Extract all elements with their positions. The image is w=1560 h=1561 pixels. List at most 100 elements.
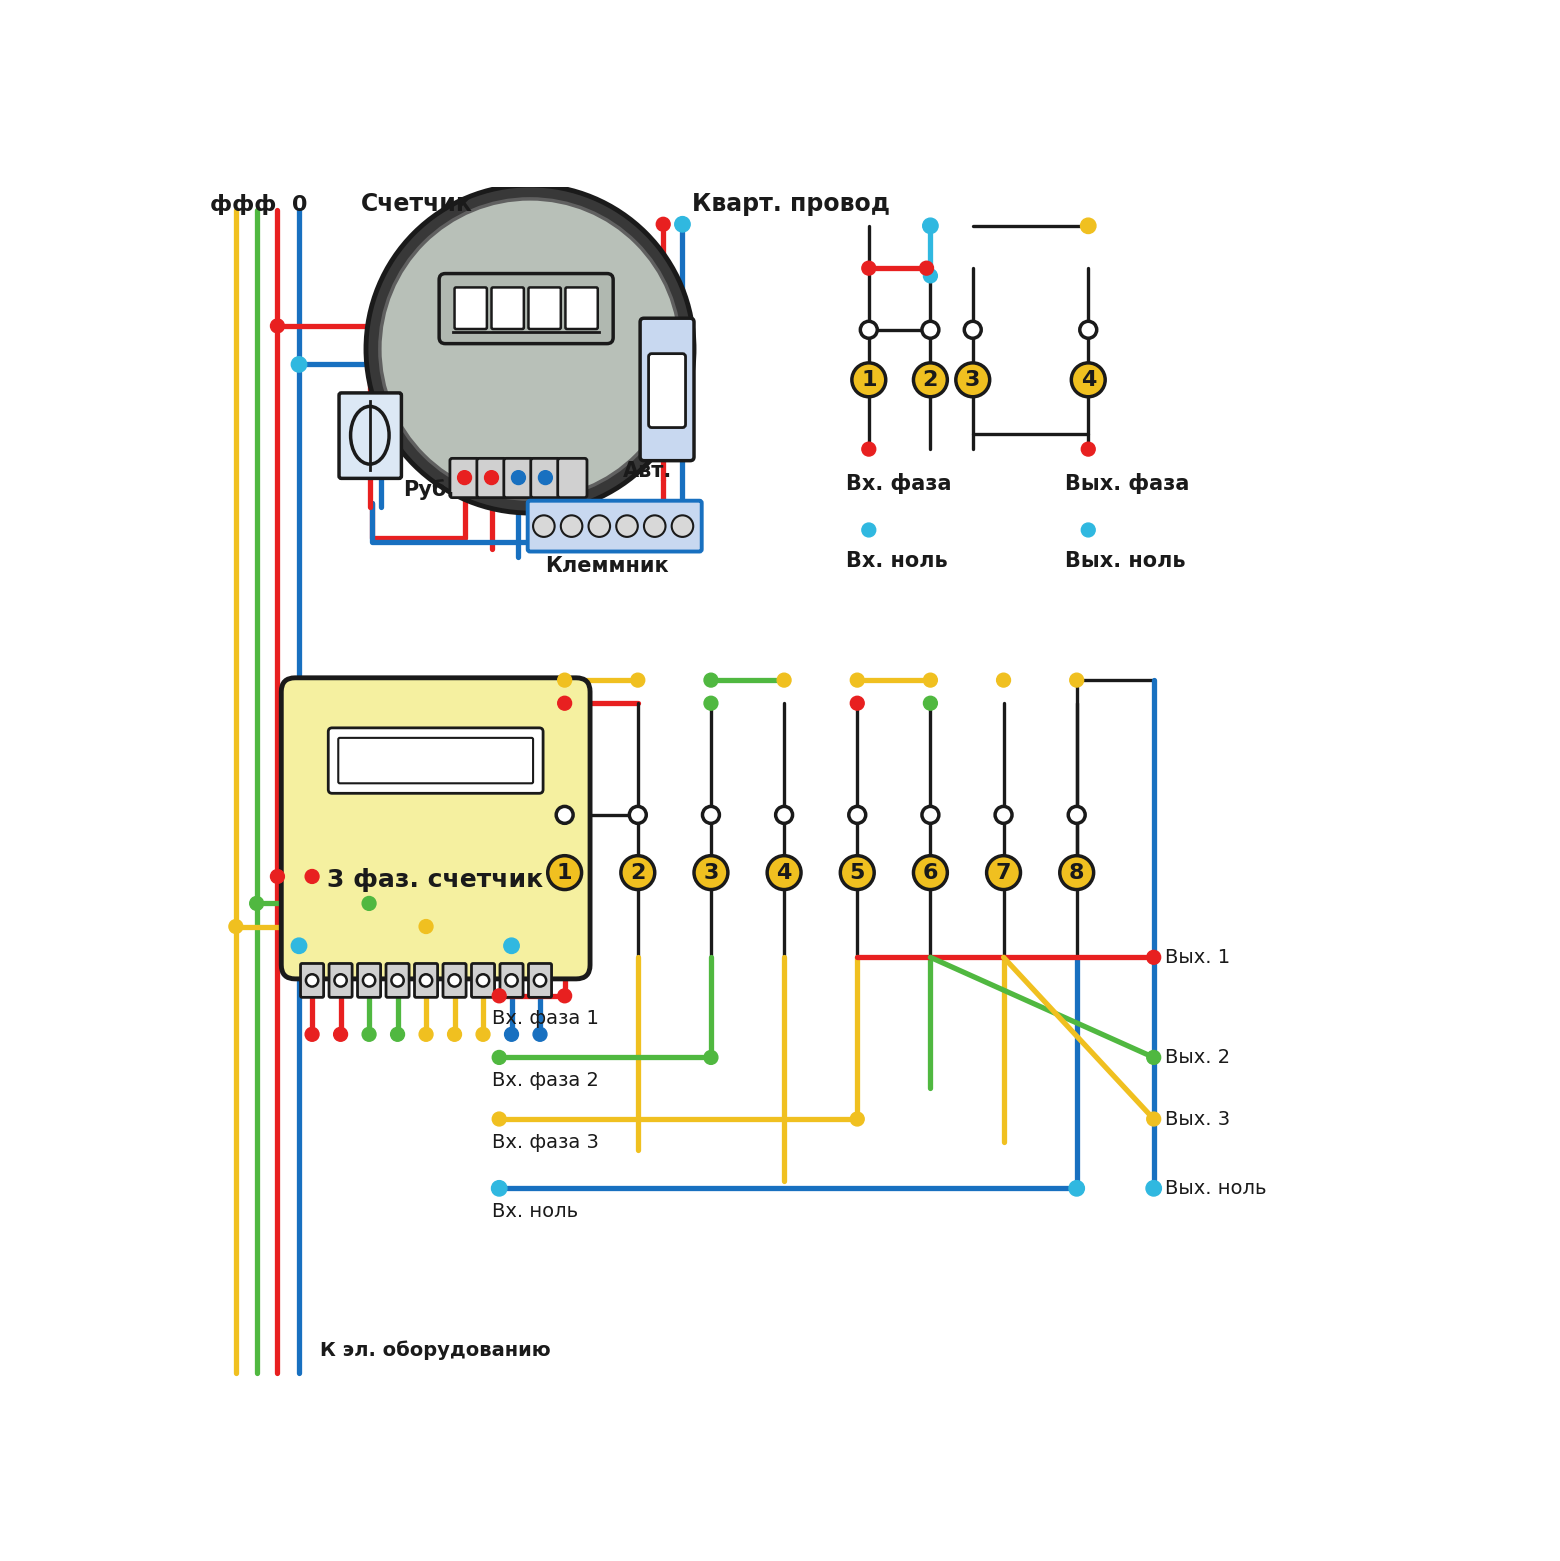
Circle shape — [964, 322, 981, 339]
Text: Вх. фаза: Вх. фаза — [846, 473, 952, 495]
FancyBboxPatch shape — [449, 459, 479, 498]
Circle shape — [841, 855, 874, 890]
Text: 1: 1 — [557, 863, 573, 882]
Circle shape — [702, 807, 719, 823]
FancyBboxPatch shape — [443, 963, 466, 997]
Circle shape — [560, 515, 582, 537]
Text: 4: 4 — [777, 863, 792, 882]
Circle shape — [477, 974, 490, 987]
FancyBboxPatch shape — [440, 273, 613, 343]
Circle shape — [250, 896, 264, 910]
Circle shape — [504, 938, 519, 954]
Text: Вх. ноль: Вх. ноль — [491, 1202, 577, 1221]
Circle shape — [616, 515, 638, 537]
Circle shape — [1059, 855, 1094, 890]
Text: ффф  0: ффф 0 — [209, 194, 307, 215]
Circle shape — [924, 673, 938, 687]
FancyBboxPatch shape — [471, 963, 495, 997]
Circle shape — [861, 442, 875, 456]
Text: 5: 5 — [850, 863, 864, 882]
Text: 2: 2 — [630, 863, 646, 882]
Circle shape — [644, 515, 666, 537]
FancyBboxPatch shape — [558, 459, 587, 498]
FancyBboxPatch shape — [477, 459, 505, 498]
Circle shape — [1069, 807, 1086, 823]
Circle shape — [704, 1051, 718, 1065]
Circle shape — [986, 855, 1020, 890]
Circle shape — [956, 362, 989, 396]
Circle shape — [861, 261, 875, 275]
Circle shape — [270, 869, 284, 884]
Circle shape — [924, 268, 938, 283]
Circle shape — [390, 1027, 404, 1041]
Circle shape — [558, 988, 571, 1002]
Circle shape — [850, 673, 864, 687]
Text: 6: 6 — [922, 863, 938, 882]
FancyBboxPatch shape — [329, 963, 353, 997]
Circle shape — [1081, 442, 1095, 456]
Text: Счетчик: Счетчик — [360, 192, 473, 217]
Circle shape — [558, 696, 571, 710]
Text: 3: 3 — [704, 863, 719, 882]
Circle shape — [849, 807, 866, 823]
FancyBboxPatch shape — [649, 354, 685, 428]
Circle shape — [922, 322, 939, 339]
Circle shape — [852, 362, 886, 396]
Text: Вх. фаза 1: Вх. фаза 1 — [491, 1010, 599, 1029]
FancyBboxPatch shape — [527, 501, 702, 551]
Circle shape — [629, 807, 646, 823]
Text: Вх. фаза 2: Вх. фаза 2 — [491, 1071, 599, 1090]
Circle shape — [270, 318, 284, 332]
Circle shape — [1147, 1180, 1161, 1196]
Circle shape — [491, 1180, 507, 1196]
Circle shape — [914, 855, 947, 890]
Circle shape — [448, 1027, 462, 1041]
Circle shape — [621, 855, 655, 890]
Circle shape — [534, 1027, 548, 1041]
Text: Вых. 1: Вых. 1 — [1165, 948, 1231, 966]
Circle shape — [379, 198, 680, 500]
Circle shape — [558, 673, 571, 687]
Text: Кварт. провод: Кварт. провод — [691, 192, 889, 217]
Circle shape — [672, 515, 693, 537]
Circle shape — [1080, 322, 1097, 339]
Circle shape — [476, 1027, 490, 1041]
Circle shape — [292, 357, 307, 372]
Circle shape — [420, 919, 434, 933]
Circle shape — [922, 219, 938, 234]
Circle shape — [997, 673, 1011, 687]
FancyBboxPatch shape — [529, 287, 560, 329]
Text: 1: 1 — [861, 370, 877, 390]
FancyBboxPatch shape — [565, 287, 597, 329]
Circle shape — [919, 261, 933, 275]
Circle shape — [493, 1111, 505, 1125]
Circle shape — [588, 515, 610, 537]
FancyBboxPatch shape — [529, 963, 552, 997]
Circle shape — [448, 974, 460, 987]
Circle shape — [860, 322, 877, 339]
Circle shape — [512, 471, 526, 484]
Circle shape — [704, 673, 718, 687]
Circle shape — [1069, 1180, 1084, 1196]
Circle shape — [505, 974, 518, 987]
Text: К эл. оборудованию: К эл. оборудованию — [320, 1341, 551, 1360]
Circle shape — [538, 471, 552, 484]
Circle shape — [777, 673, 791, 687]
Text: Вых. ноль: Вых. ноль — [1065, 551, 1186, 571]
Circle shape — [504, 1027, 518, 1041]
Circle shape — [493, 1051, 505, 1065]
Circle shape — [306, 1027, 318, 1041]
Text: Клеммник: Клеммник — [546, 556, 669, 576]
Text: 8: 8 — [1069, 863, 1084, 882]
Circle shape — [392, 974, 404, 987]
Circle shape — [1081, 523, 1095, 537]
Circle shape — [850, 696, 864, 710]
FancyBboxPatch shape — [454, 287, 487, 329]
Circle shape — [493, 988, 505, 1002]
Circle shape — [657, 217, 671, 231]
Circle shape — [775, 807, 792, 823]
Text: Руб.: Руб. — [402, 479, 454, 501]
Circle shape — [1147, 1051, 1161, 1065]
Circle shape — [924, 696, 938, 710]
Circle shape — [995, 807, 1012, 823]
